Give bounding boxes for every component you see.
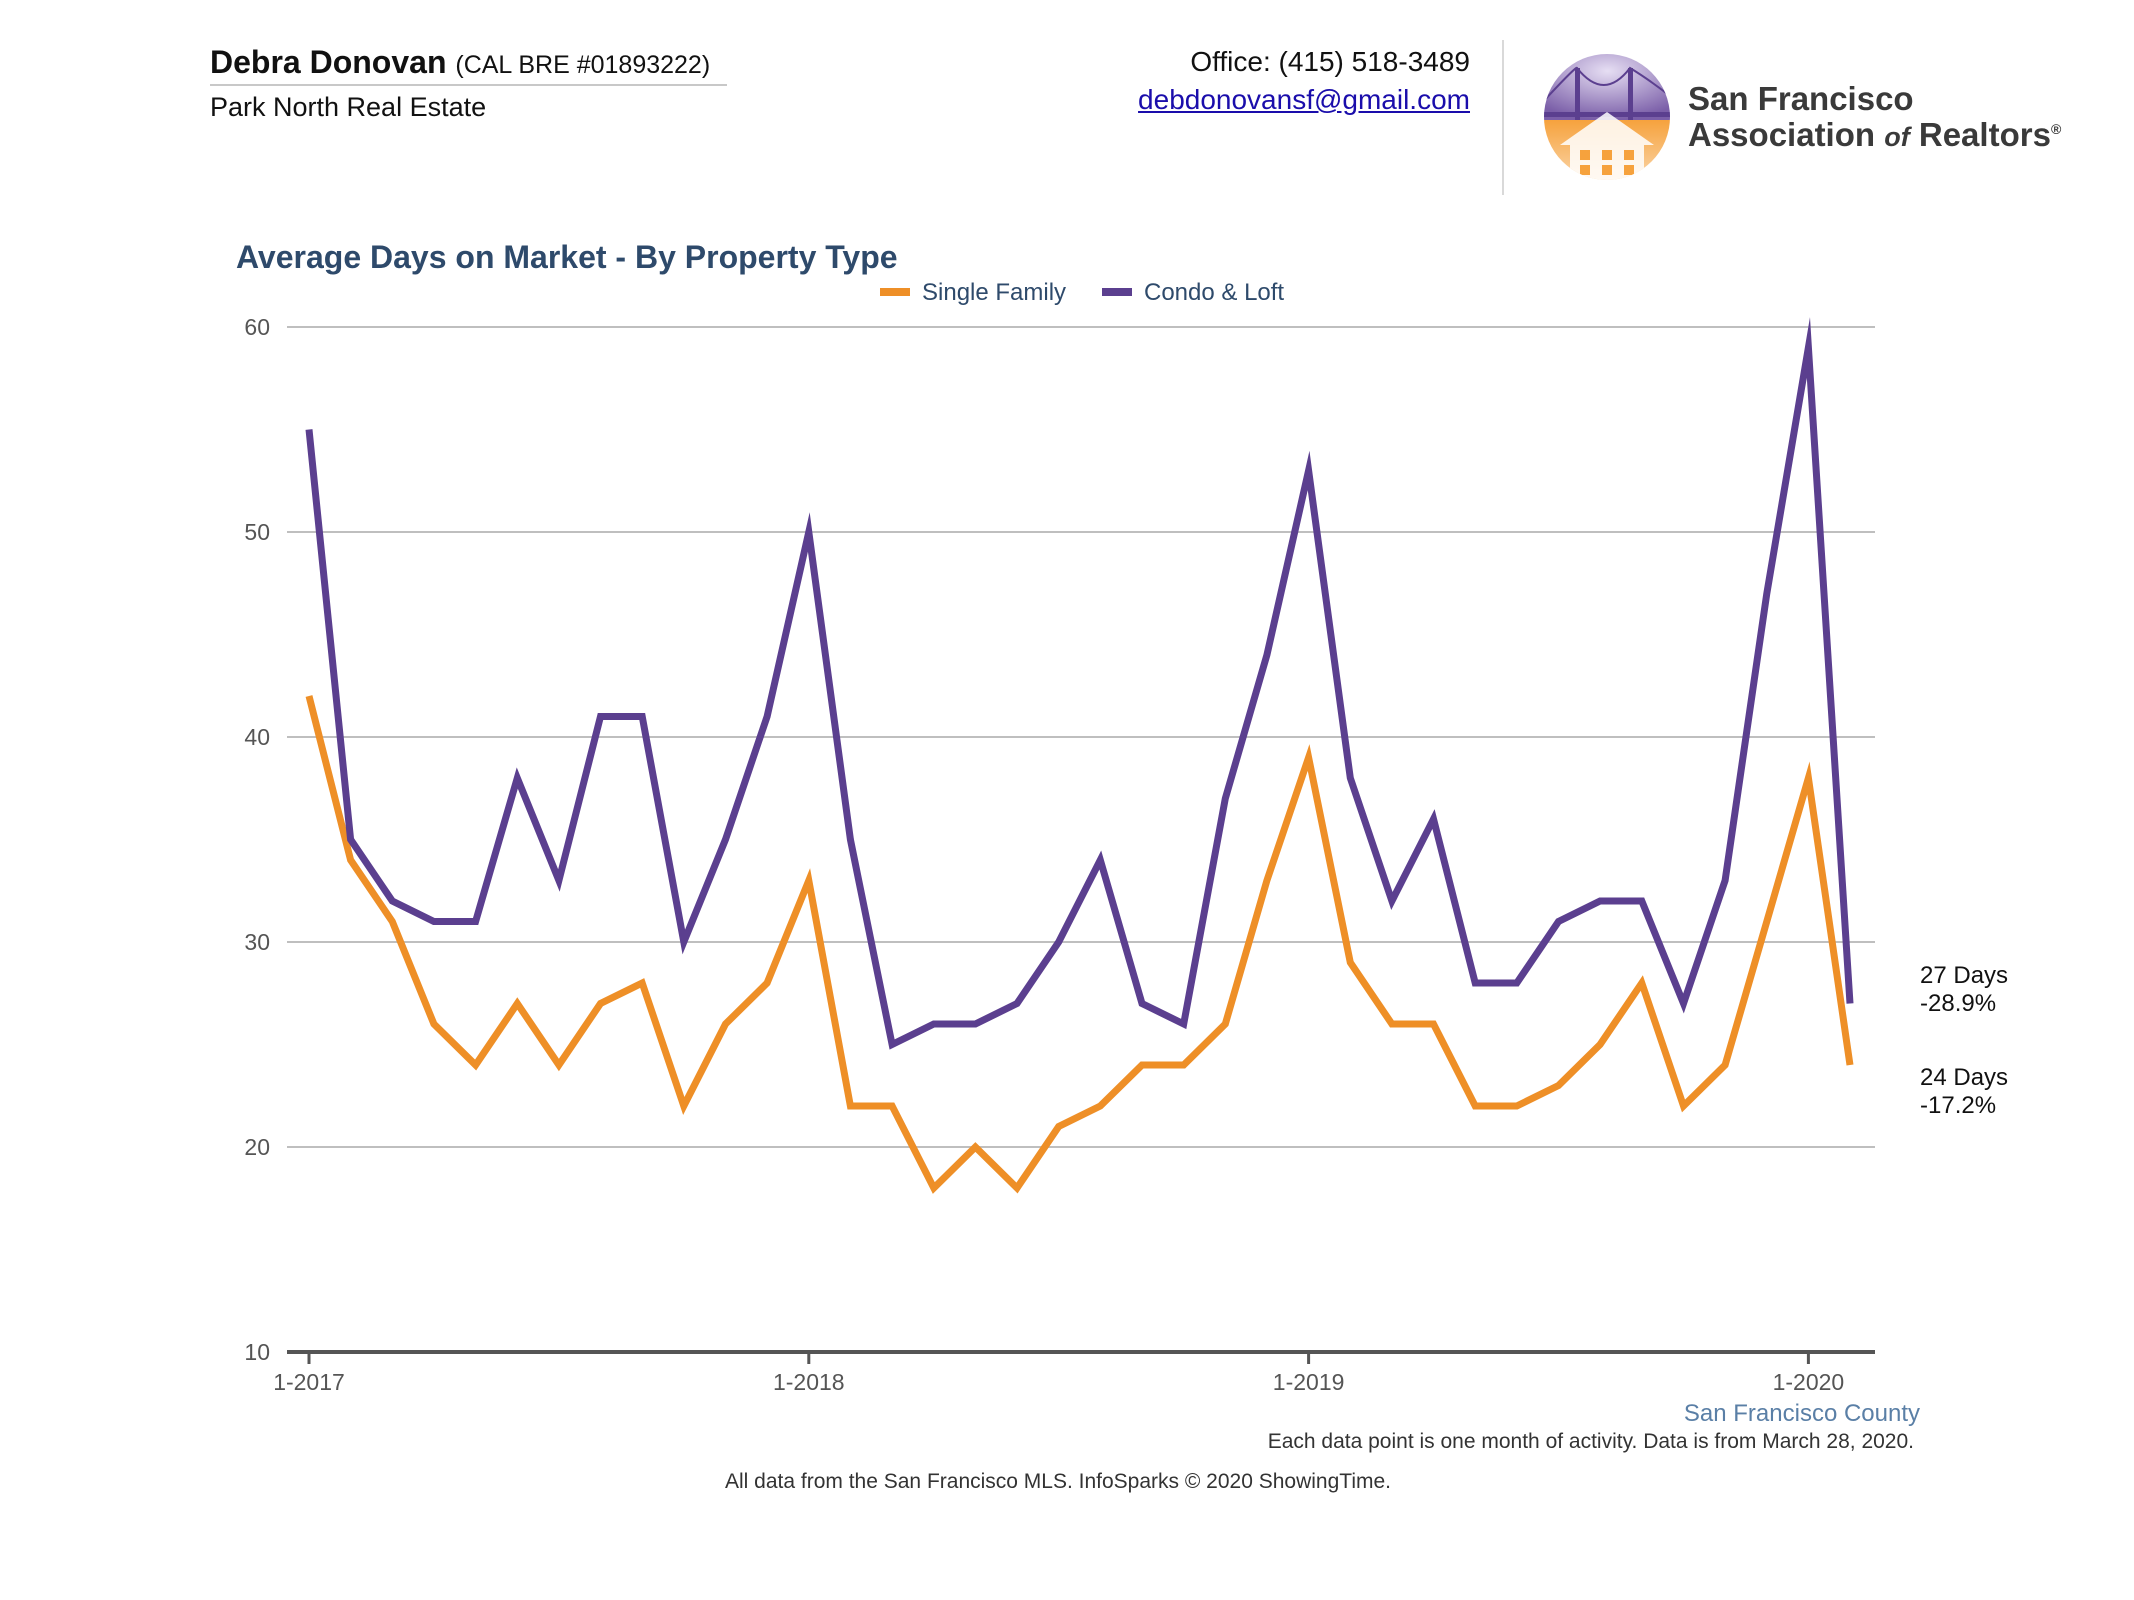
x-tick-label: 1-2017 <box>273 1369 345 1395</box>
chart-end-annotations: 27 Days-28.9% 24 Days-17.2% <box>1920 962 2008 1119</box>
agent-company: Park North Real Estate <box>210 92 487 122</box>
x-tick-label: 1-2019 <box>1273 1369 1345 1395</box>
agent-email-link[interactable]: debdonovansf@gmail.com <box>1138 84 1470 115</box>
logo-text-line1: San Francisco <box>1688 80 1914 118</box>
logo-registered-mark: ® <box>2050 121 2062 137</box>
y-tick-label: 50 <box>244 519 270 545</box>
data-source-line: All data from the San Francisco MLS. Inf… <box>725 1470 1392 1493</box>
logo-text-realtors: Realtors <box>1918 116 2051 153</box>
y-axis-tick-labels: 10 20 30 40 50 60 <box>244 314 270 1365</box>
series-line-single-family <box>305 695 1854 1194</box>
chart-gridlines <box>287 326 1875 1148</box>
legend-label: Condo & Loft <box>1144 279 1284 306</box>
agent-license: (CAL BRE #01893222) <box>455 51 711 79</box>
y-tick-label: 20 <box>244 1134 270 1160</box>
x-tick-label: 1-2018 <box>773 1369 845 1395</box>
y-tick-label: 30 <box>244 929 270 955</box>
golden-gate-bridge-house-logo-icon <box>1544 54 1670 180</box>
agent-name: Debra Donovan (CAL BRE #01893222) <box>210 44 710 81</box>
logo-text-line2: Association of Realtors® <box>1688 116 2061 154</box>
logo-text-association: Association <box>1688 116 1876 153</box>
logo-text-san-francisco: San Francisco <box>1688 80 1914 117</box>
y-tick-label: 60 <box>244 314 270 340</box>
annotation-days: 27 Days <box>1920 962 2008 989</box>
chart-legend: Single Family Condo & Loft <box>880 279 1284 306</box>
region-label: San Francisco County <box>1684 1400 1920 1427</box>
logo-text-of: of <box>1884 122 1910 152</box>
y-tick-label: 40 <box>244 724 270 750</box>
chart-title: Average Days on Market - By Property Typ… <box>236 239 898 275</box>
chart-footnote: Each data point is one month of activity… <box>1267 1430 1914 1453</box>
annotation-change: -28.9% <box>1920 990 1996 1017</box>
agent-name-text: Debra Donovan <box>210 44 447 80</box>
annotation-change: -17.2% <box>1920 1092 1996 1119</box>
x-tick-label: 1-2020 <box>1773 1369 1845 1395</box>
legend-label: Single Family <box>922 279 1066 306</box>
chart-series-lines <box>305 317 1854 1194</box>
header-divider <box>1502 40 1504 195</box>
annotation-days: 24 Days <box>1920 1064 2008 1091</box>
office-phone: Office: (415) 518-3489 <box>1190 46 1470 77</box>
y-tick-label: 10 <box>244 1339 270 1365</box>
x-axis: 1-2017 1-2018 1-2019 1-2020 <box>273 1350 1875 1395</box>
series-line-condo-loft <box>305 317 1854 1050</box>
agent-name-underline <box>210 84 727 86</box>
